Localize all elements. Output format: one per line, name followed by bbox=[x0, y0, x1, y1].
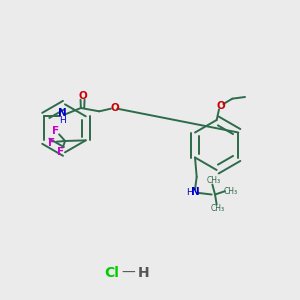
Text: F: F bbox=[48, 138, 55, 148]
Text: O: O bbox=[217, 101, 226, 111]
Text: —: — bbox=[122, 266, 135, 280]
Text: H: H bbox=[186, 188, 193, 197]
Text: H: H bbox=[59, 116, 66, 125]
Text: O: O bbox=[110, 103, 119, 113]
Text: CH₃: CH₃ bbox=[223, 187, 237, 196]
Text: O: O bbox=[78, 91, 87, 101]
Text: F: F bbox=[52, 126, 59, 136]
Text: N: N bbox=[58, 108, 67, 118]
Text: CH₃: CH₃ bbox=[211, 204, 225, 213]
Text: H: H bbox=[137, 266, 149, 280]
Text: N: N bbox=[190, 187, 200, 197]
Text: Cl: Cl bbox=[104, 266, 119, 280]
Text: F: F bbox=[57, 147, 64, 157]
Text: CH₃: CH₃ bbox=[206, 176, 220, 185]
